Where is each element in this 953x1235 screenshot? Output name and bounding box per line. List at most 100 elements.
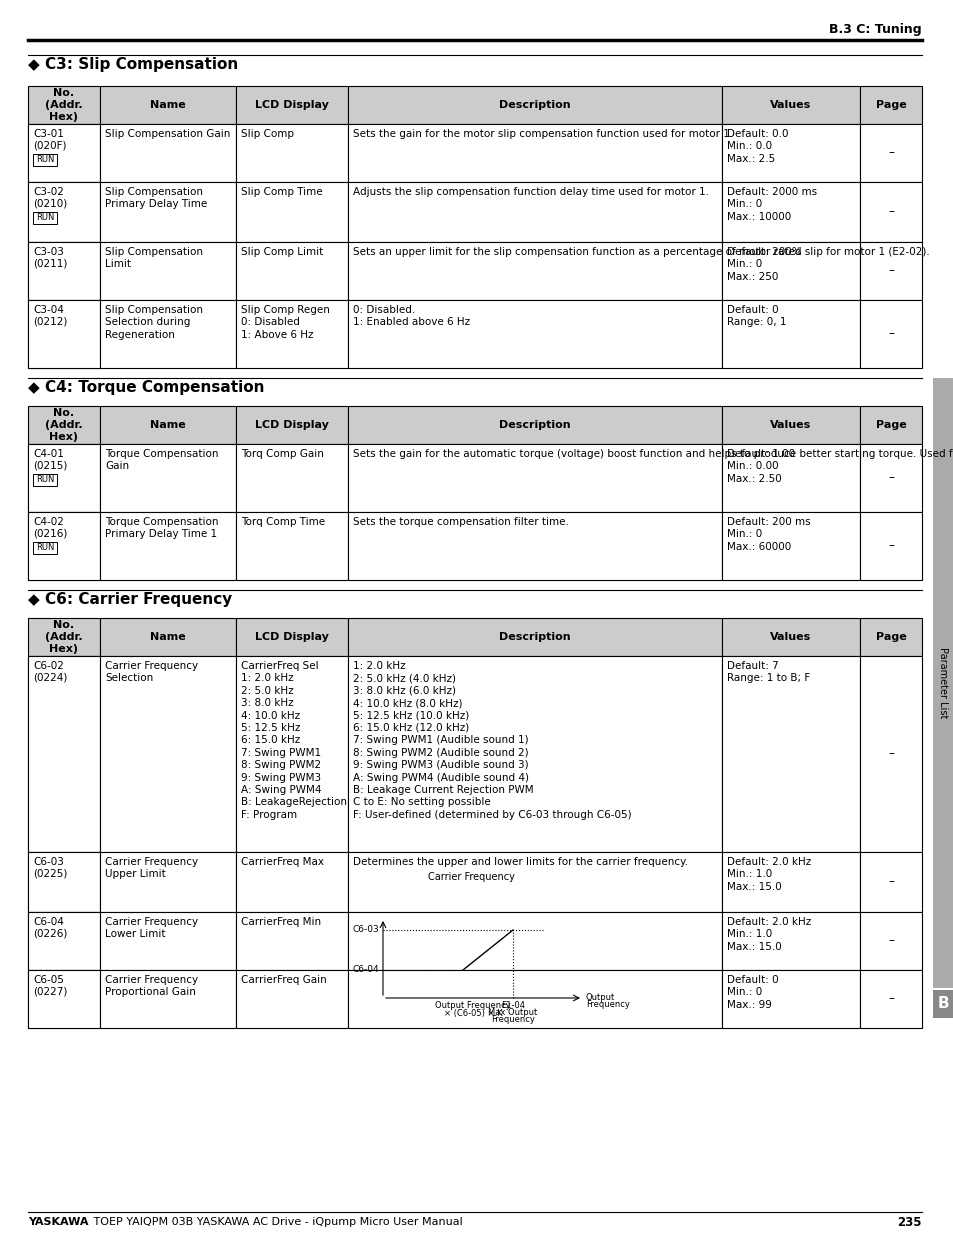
Bar [721,852,859,911]
Text: Values: Values [770,632,811,642]
Text: C3-02: C3-02 [33,186,64,198]
Text: CarrierFreq Max: CarrierFreq Max [241,857,324,867]
Bar [859,182,921,242]
Text: RUN: RUN [36,475,54,484]
Text: YASKAWA: YASKAWA [28,1216,89,1228]
Text: Sets the gain for the automatic torque (voltage) boost function and helps to pro: Sets the gain for the automatic torque (… [353,450,953,459]
Text: Carrier Frequency
Proportional Gain: Carrier Frequency Proportional Gain [105,974,198,998]
Bar [721,911,859,969]
Text: No.
(Addr.
Hex): No. (Addr. Hex) [45,89,83,121]
Bar [721,656,859,852]
Text: Default: 7
Range: 1 to B; F: Default: 7 Range: 1 to B; F [726,661,809,683]
Bar [28,852,100,911]
Text: Sets an upper limit for the slip compensation function as a percentage of motor : Sets an upper limit for the slip compens… [353,247,929,257]
Bar [28,618,100,656]
Text: E1-04: E1-04 [500,1002,524,1010]
Bar [235,406,348,445]
Bar [28,182,100,242]
Text: C6-03: C6-03 [352,925,378,935]
Bar [721,124,859,182]
Text: Adjusts the slip compensation function delay time used for motor 1.: Adjusts the slip compensation function d… [353,186,708,198]
Text: Default: 2.0 kHz
Min.: 1.0
Max.: 15.0: Default: 2.0 kHz Min.: 1.0 Max.: 15.0 [726,857,810,892]
Text: Default: 2000 ms
Min.: 0
Max.: 10000: Default: 2000 ms Min.: 0 Max.: 10000 [726,186,817,222]
Text: CarrierFreq Sel
1: 2.0 kHz
2: 5.0 kHz
3: 8.0 kHz
4: 10.0 kHz
5: 12.5 kHz
6: 15.0: CarrierFreq Sel 1: 2.0 kHz 2: 5.0 kHz 3:… [241,661,347,820]
Text: (0224): (0224) [33,673,68,683]
Text: Parameter List: Parameter List [937,647,947,719]
Text: Name: Name [150,420,186,430]
Bar [348,969,721,1028]
Text: × (C6-05) × K: × (C6-05) × K [443,1009,502,1018]
Text: –: – [887,540,893,552]
Bar [235,618,348,656]
Text: Default: 200%
Min.: 0
Max.: 250: Default: 200% Min.: 0 Max.: 250 [726,247,801,282]
Text: Slip Comp: Slip Comp [241,128,294,140]
Text: C4-01: C4-01 [33,450,64,459]
Text: Page: Page [875,420,905,430]
Bar [859,618,921,656]
Text: (0210): (0210) [33,199,67,209]
Text: Slip Compensation
Selection during
Regeneration: Slip Compensation Selection during Regen… [105,305,203,340]
Text: –: – [887,747,893,761]
Bar [33,154,57,165]
Text: (0227): (0227) [33,987,68,997]
Bar [28,300,100,368]
Bar [721,406,859,445]
Bar [100,182,235,242]
Bar [348,911,721,969]
Text: Default: 0.0
Min.: 0.0
Max.: 2.5: Default: 0.0 Min.: 0.0 Max.: 2.5 [726,128,788,164]
Bar [859,969,921,1028]
Bar [100,513,235,580]
Text: –: – [887,327,893,341]
Text: C6-04: C6-04 [352,966,378,974]
Text: Carrier Frequency
Upper Limit: Carrier Frequency Upper Limit [105,857,198,879]
Text: LCD Display: LCD Display [254,100,329,110]
Text: (0226): (0226) [33,929,68,939]
Text: (0216): (0216) [33,529,68,538]
Text: C6-02: C6-02 [33,661,64,671]
Text: C6-05: C6-05 [33,974,64,986]
Bar [348,618,721,656]
Text: Description: Description [498,420,570,430]
Bar [348,182,721,242]
Text: –: – [887,264,893,278]
Text: ◆ C3: Slip Compensation: ◆ C3: Slip Compensation [28,57,238,72]
Bar [932,378,952,988]
Text: Frequency: Frequency [585,1000,629,1009]
Text: C6-04: C6-04 [33,918,64,927]
Text: Page: Page [875,632,905,642]
Bar [100,406,235,445]
Text: C3-01: C3-01 [33,128,64,140]
Text: Frequency: Frequency [491,1015,535,1024]
Text: LCD Display: LCD Display [254,420,329,430]
Bar [28,656,100,852]
Bar [859,656,921,852]
Bar [100,124,235,182]
Bar [721,86,859,124]
Bar [235,852,348,911]
Bar [859,86,921,124]
Bar [721,618,859,656]
Text: Name: Name [150,100,186,110]
Text: C3-03: C3-03 [33,247,64,257]
Text: Description: Description [498,100,570,110]
Text: Slip Comp Time: Slip Comp Time [241,186,322,198]
Bar [859,242,921,300]
Bar [859,445,921,513]
Text: Default: 0
Min.: 0
Max.: 99: Default: 0 Min.: 0 Max.: 99 [726,974,778,1010]
Bar [859,852,921,911]
Bar [28,445,100,513]
Bar [348,852,721,911]
Bar [235,300,348,368]
Bar [100,300,235,368]
Bar [721,182,859,242]
Bar [28,86,100,124]
Bar [28,242,100,300]
Text: Slip Comp Limit: Slip Comp Limit [241,247,323,257]
Bar [859,124,921,182]
Bar [100,852,235,911]
Bar [348,86,721,124]
Text: Page: Page [875,100,905,110]
Text: Max Output: Max Output [488,1008,537,1016]
Text: Slip Compensation
Primary Delay Time: Slip Compensation Primary Delay Time [105,186,207,210]
Bar [348,406,721,445]
